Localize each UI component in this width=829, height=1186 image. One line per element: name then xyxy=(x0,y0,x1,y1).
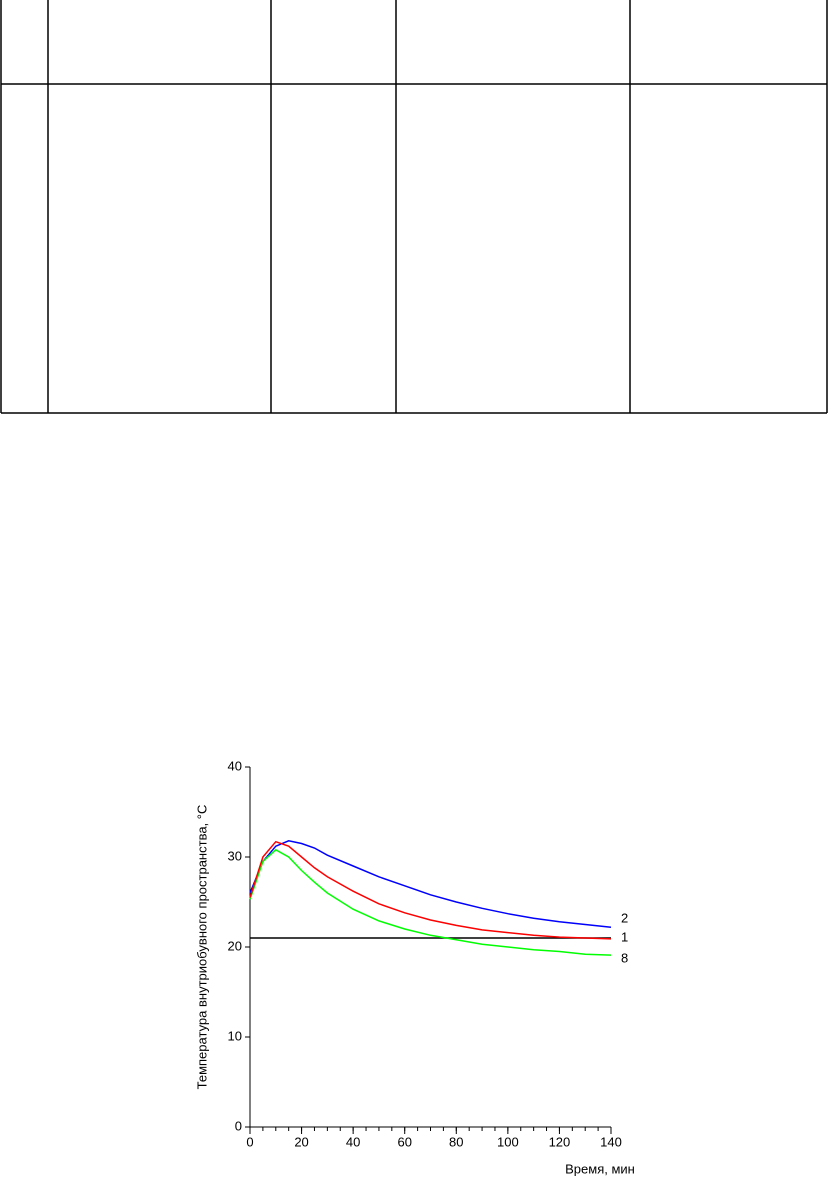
series-label: 8 xyxy=(621,951,628,966)
x-tick-label: 120 xyxy=(549,1134,571,1149)
y-axis-label: Температура внутриобувного пространства,… xyxy=(194,805,209,1090)
series-label: 1 xyxy=(621,929,628,944)
data-line xyxy=(249,840,612,940)
series-label: 2 xyxy=(621,911,628,926)
x-tick-label: 0 xyxy=(246,1134,253,1149)
chart: Время, мин Температура внутриобувного пр… xyxy=(194,758,634,1176)
x-tick-label: 140 xyxy=(600,1134,622,1149)
x-axis-label: Время, мин xyxy=(565,1161,635,1176)
y-tick-label: 40 xyxy=(228,758,242,773)
y-tick-label: 20 xyxy=(228,938,242,953)
data-line xyxy=(249,840,612,928)
x-tick-label: 20 xyxy=(294,1134,308,1149)
y-tick-label: 30 xyxy=(228,848,242,863)
data-line xyxy=(249,848,612,956)
x-tick-label: 80 xyxy=(449,1134,463,1149)
x-tick-label: 40 xyxy=(346,1134,360,1149)
y-tick-label: 0 xyxy=(235,1118,242,1133)
empty-table xyxy=(0,0,828,414)
x-tick-label: 100 xyxy=(497,1134,519,1149)
x-tick-label: 60 xyxy=(397,1134,411,1149)
y-tick-label: 10 xyxy=(228,1028,242,1043)
